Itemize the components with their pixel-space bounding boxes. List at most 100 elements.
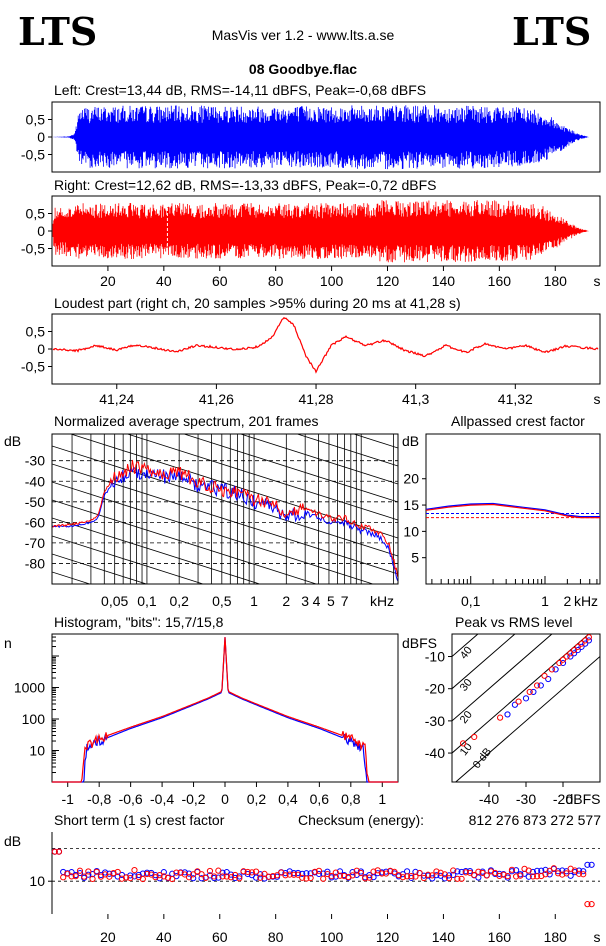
- short-crest-point-red: [517, 872, 524, 879]
- short-crest-point-blue: [68, 869, 75, 876]
- short-crest-point-red: [462, 869, 469, 876]
- short-crest-point-red: [190, 871, 197, 878]
- peak-rms-point-red: [578, 640, 585, 647]
- short-crest-point-blue: [253, 874, 260, 881]
- short-crest-point-red: [454, 875, 461, 882]
- short-crest-point-red: [487, 868, 495, 875]
- short-crest-point-red: [85, 868, 92, 875]
- short-crest-point-blue: [441, 875, 448, 882]
- spectrum-frame: [51, 433, 399, 585]
- histogram-plot: n 1000 100 10 -1 -0,8 -0,6 -0,4 -0,2 0 0,2 0,4 0,6 0,…: [4, 633, 399, 807]
- short-crest-point-blue: [173, 873, 180, 880]
- short-crest-point-red: [118, 875, 125, 882]
- short-crest-xtick-label: 80: [268, 929, 284, 945]
- short-crest-point-red: [185, 874, 193, 881]
- short-crest-point-red: [492, 869, 499, 877]
- short-crest-point-blue: [76, 869, 84, 877]
- crest-xtick-label: 0,1: [461, 593, 481, 609]
- peak-rms-lines: [452, 634, 600, 782]
- short-crest-point-red: [450, 867, 457, 874]
- crest-xunit: kHz: [574, 593, 598, 609]
- short-crest-point-blue: [374, 870, 381, 877]
- short-crest-point-red: [500, 871, 507, 878]
- short-crest-title: Short term (1 s) crest factor: [54, 812, 225, 828]
- short-crest-ylabel: dB: [4, 833, 21, 849]
- spectrum-ytick-label: -70: [25, 535, 45, 551]
- short-crest-point-blue: [525, 873, 532, 880]
- short-crest-point-red: [219, 873, 226, 880]
- logo-right: LTS: [512, 9, 591, 54]
- short-crest-point-red: [563, 870, 570, 877]
- short-crest-point-red: [240, 868, 247, 875]
- short-crest-point-red: [559, 871, 566, 878]
- peak-rms-crest-label: 10: [458, 741, 475, 758]
- peak-rms-crest-line: [452, 634, 553, 722]
- short-crest-point-red: [584, 901, 591, 908]
- short-crest-xtick-label: 140: [432, 929, 456, 945]
- peak-rms-crest-line: [452, 634, 516, 690]
- short-crest-point-blue: [513, 867, 520, 874]
- peak-rms-point-blue: [574, 646, 581, 654]
- spectrum-slope-line: [52, 499, 318, 584]
- spectrum-slope-line: [296, 434, 398, 467]
- peak-rms-point-red: [574, 643, 581, 650]
- loudest-part-xtick-label: 41,3: [402, 391, 429, 407]
- short-crest-point-red: [550, 865, 557, 872]
- short-crest-point-blue: [232, 874, 239, 882]
- short-crest-point-red: [131, 866, 138, 874]
- short-crest-point-blue: [403, 868, 411, 875]
- spectrum-slope-line: [69, 434, 398, 539]
- short-crest-xtick-label: 180: [544, 929, 568, 945]
- short-crest-point-red: [265, 873, 272, 880]
- loudest-part-xtick-label: 41,32: [498, 391, 533, 407]
- peak-rms-point-blue: [578, 643, 585, 650]
- spectrum-slope-line: [52, 517, 261, 584]
- short-crest-point-red: [299, 874, 306, 881]
- short-crest-point-red: [143, 870, 151, 878]
- short-crest-point-blue: [412, 868, 419, 875]
- short-crest-xtick-label: 120: [376, 929, 400, 945]
- peak-rms-crest-label: 20: [458, 709, 475, 726]
- short-crest-point-red: [122, 874, 130, 881]
- histogram-xtick-label: 0,4: [278, 791, 298, 807]
- short-crest-point-red: [55, 848, 63, 855]
- short-crest-point-red: [72, 873, 79, 880]
- short-crest-point-red: [89, 875, 96, 882]
- short-crest-point-red: [408, 872, 415, 880]
- peak-rms-crest-line: [454, 655, 600, 782]
- short-crest-point-red: [403, 873, 411, 880]
- crest-ytick-label: 15: [403, 497, 419, 513]
- right-waveform-signal: [52, 200, 589, 263]
- spectrum-xunit: kHz: [370, 593, 394, 609]
- spectrum-xtick-label: 3: [301, 593, 309, 609]
- right-waveform-xtick-label: 80: [268, 273, 284, 289]
- spectrum-title: Normalized average spectrum, 201 frames: [54, 413, 319, 429]
- histogram-xtick-label: -1: [62, 791, 75, 807]
- short-crest-point-red: [471, 871, 478, 879]
- short-crest-point-blue: [429, 875, 436, 882]
- short-crest-point-red: [206, 867, 214, 875]
- peak-rms-point-blue: [522, 695, 530, 702]
- histogram-ytick-label: 10: [29, 743, 45, 759]
- short-crest-plot: dB 10 20 40 60 80 100 120 140 160 180 s: [4, 832, 601, 945]
- left-waveform-ytick-label: 0,5: [26, 112, 46, 128]
- crest-ylabel: dB: [402, 433, 419, 449]
- peak-rms-point-blue: [567, 653, 574, 660]
- peak-rms-point-red: [571, 646, 578, 654]
- histogram-ytick-label: 100: [22, 711, 46, 727]
- short-crest-point-red: [51, 848, 58, 855]
- loudest-part-xaxis: 41,24 41,26 41,28 41,3 41,32 s: [99, 384, 601, 407]
- histogram-xtick-label: -0,6: [119, 791, 143, 807]
- short-crest-point-red: [232, 871, 239, 879]
- short-crest-point-red: [257, 874, 264, 881]
- peak-rms-point-blue: [511, 701, 519, 708]
- crest-xtick-label: 1: [541, 593, 549, 609]
- short-crest-point-red: [445, 875, 453, 882]
- short-crest-point-red: [349, 872, 356, 879]
- spectrum-slope-line: [52, 445, 398, 557]
- short-crest-point-blue: [102, 869, 109, 876]
- short-crest-point-blue: [450, 871, 457, 879]
- short-crest-point-red: [362, 875, 369, 882]
